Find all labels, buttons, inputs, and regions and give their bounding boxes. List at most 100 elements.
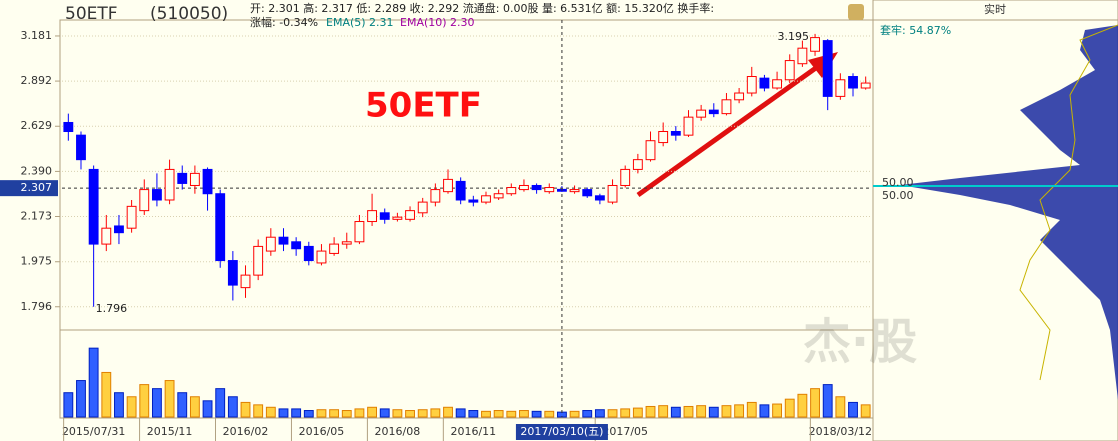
volume-bar xyxy=(594,409,605,418)
candle-body xyxy=(354,221,365,243)
candle-body xyxy=(772,79,783,89)
x-tick-label: 2016/11 xyxy=(450,425,496,438)
volume-bar xyxy=(645,405,656,418)
volume-bar xyxy=(202,400,213,418)
candle-body xyxy=(417,201,428,214)
volume-bar xyxy=(189,396,200,418)
security-name: 50ETF xyxy=(65,4,118,24)
volume-bar xyxy=(354,408,365,418)
volume-bar xyxy=(278,408,289,418)
candle-body xyxy=(531,184,542,191)
side-level: 50.00 xyxy=(882,176,914,189)
candle-body xyxy=(316,250,327,264)
candle-body xyxy=(240,274,251,289)
volume-bar xyxy=(506,410,517,418)
volume-bar xyxy=(860,404,871,418)
change-text: 涨幅: -0.34% xyxy=(250,16,318,29)
candle-body xyxy=(734,92,745,101)
side-ratio: 套牢: 54.87% xyxy=(880,23,951,37)
candle-body xyxy=(76,134,86,161)
side-title: 实时 xyxy=(984,2,1006,16)
y-tick-label: 1.796 xyxy=(21,300,53,313)
volume-bar xyxy=(253,404,264,418)
candle-body xyxy=(493,193,504,199)
candle-body xyxy=(341,241,352,245)
candle-body xyxy=(620,168,631,186)
volume-bar xyxy=(126,396,137,418)
candle-body xyxy=(114,225,124,234)
volume-bar xyxy=(291,408,302,418)
volume-bar xyxy=(341,410,352,418)
candle-body xyxy=(151,189,162,201)
volume-bar xyxy=(329,409,340,418)
volume-bar xyxy=(683,405,694,418)
x-tick-label: 2018/03/12 xyxy=(809,425,872,438)
candle-body xyxy=(329,243,340,254)
volume-bar xyxy=(759,404,770,418)
max-label: 3.195 xyxy=(778,30,810,43)
cursor-label: 2017/03/10(五) xyxy=(520,425,603,438)
volume-bar xyxy=(151,388,162,418)
volume-bar xyxy=(835,396,846,418)
candle-body xyxy=(607,184,618,203)
volume-bar xyxy=(734,404,745,418)
candle-body xyxy=(645,140,656,161)
candle-body xyxy=(430,189,441,203)
volume-bar xyxy=(784,398,795,418)
candle-body xyxy=(544,187,555,193)
security-code: (510050) xyxy=(150,4,228,24)
volume-bar xyxy=(607,409,618,418)
volume-bar xyxy=(620,408,631,418)
candle-body xyxy=(797,47,808,65)
y-tick-label: 1.975 xyxy=(21,255,53,268)
volume-bar xyxy=(632,407,643,418)
candle-body xyxy=(632,159,643,170)
candle-body xyxy=(367,210,378,223)
candle-body xyxy=(784,60,795,81)
volume-bar xyxy=(215,388,226,418)
candle-body xyxy=(860,82,871,89)
candle-body xyxy=(253,245,264,276)
candle-body xyxy=(303,245,314,262)
candle-body xyxy=(569,189,580,193)
candle-body xyxy=(582,189,593,197)
volume-bar xyxy=(810,388,820,418)
volume-bar xyxy=(443,406,453,418)
candle-body xyxy=(126,205,137,229)
volume-bar xyxy=(139,384,150,418)
volume-bar xyxy=(822,384,833,418)
watermark: 杰·股 xyxy=(803,314,917,370)
volume-bar xyxy=(265,406,276,418)
candle-body xyxy=(708,109,719,115)
volume-bar xyxy=(481,410,491,418)
x-tick-label: 2017/05 xyxy=(602,425,648,438)
volume-bar xyxy=(544,410,555,418)
volume-bar xyxy=(303,410,314,418)
volume-bar xyxy=(63,392,74,418)
y-tick-label: 2.892 xyxy=(21,74,53,87)
volume-bar xyxy=(493,410,504,418)
volume-bar xyxy=(582,410,593,418)
volume-bar xyxy=(177,392,188,418)
volume-bar xyxy=(417,409,428,418)
candle-body xyxy=(88,168,99,245)
volume-bar xyxy=(88,347,99,418)
chip-distribution xyxy=(900,25,1118,400)
candle-body xyxy=(594,195,605,201)
x-tick-label: 2016/05 xyxy=(299,425,345,438)
candle-body xyxy=(392,216,403,220)
candle-body xyxy=(455,180,466,201)
candle-body xyxy=(215,193,226,262)
candle-body xyxy=(468,199,479,203)
cursor-box xyxy=(515,424,608,440)
x-tick-label: 2015/07/31 xyxy=(62,425,125,438)
candle-body xyxy=(63,121,74,133)
volume-bar xyxy=(468,410,479,418)
volume-bar xyxy=(531,410,542,418)
y-tick-label: 2.173 xyxy=(21,209,53,222)
x-tick-label: 2016/02 xyxy=(223,425,269,438)
lock-icon[interactable] xyxy=(848,4,864,20)
volume-bar xyxy=(658,405,669,418)
